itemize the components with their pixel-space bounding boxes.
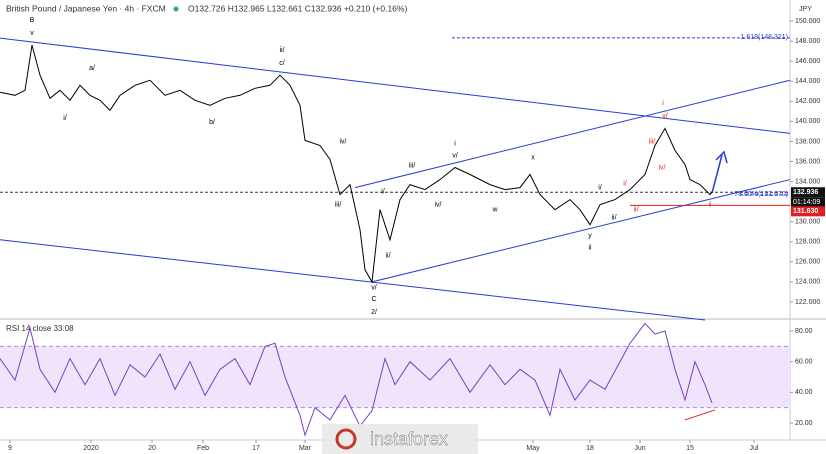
ohlc: O132.726 H132.965 L132.661 C132.936 +0.2… xyxy=(188,3,407,13)
y-tick-label: 122.000 xyxy=(795,299,820,306)
wave-label: b/ xyxy=(209,119,215,126)
y-tick-label: 146.000 xyxy=(795,58,820,65)
fib-label: 1.618(148.321) xyxy=(741,34,788,41)
y-tick-label: 130.000 xyxy=(795,219,820,226)
wave-label: iv/ xyxy=(435,201,442,208)
wave-label: c/ xyxy=(279,60,285,67)
wave-label: i/ xyxy=(598,184,602,191)
wave-label: 2/ xyxy=(371,309,377,316)
y-tick-label: 40.00 xyxy=(795,389,813,396)
trend-line xyxy=(684,409,716,421)
x-tick-label: 17 xyxy=(252,445,260,452)
trend-line xyxy=(354,79,791,189)
wave-label: i/ xyxy=(381,188,385,195)
currency: JPY xyxy=(799,6,812,13)
wave-label: B xyxy=(30,17,35,24)
watermark: instaforex xyxy=(322,424,478,454)
fib-label: 78.60%(132.670) xyxy=(734,191,788,198)
x-tick-label: 2020 xyxy=(83,445,99,452)
wave-label: i xyxy=(662,100,664,107)
wave-label: ii/ xyxy=(611,215,616,222)
wave-label: i/ xyxy=(63,115,67,122)
rsi-band xyxy=(0,346,790,408)
x-tick-label: 9 xyxy=(8,445,12,452)
wave-label: iii/ xyxy=(649,138,656,145)
y-tick-label: 124.000 xyxy=(795,279,820,286)
y-tick-label: 20.00 xyxy=(795,420,813,427)
y-tick-label: 140.000 xyxy=(795,118,820,125)
x-tick-label: Jun xyxy=(634,445,645,452)
rsi-title: RSI 14 close 33.08 xyxy=(6,324,74,333)
price-tag-label: 132.936 xyxy=(793,189,818,196)
wave-label: ii/ xyxy=(633,207,638,214)
watermark-text: instaforex xyxy=(370,429,448,449)
trend-line xyxy=(0,37,791,134)
x-tick-label: Feb xyxy=(197,445,209,452)
wave-label: ii/ xyxy=(279,47,284,54)
y-tick-label: 126.000 xyxy=(795,259,820,266)
x-tick-label: Mar xyxy=(299,445,312,452)
wave-label: w xyxy=(491,207,498,214)
x-tick-label: 15 xyxy=(686,445,694,452)
trend-line xyxy=(0,239,706,321)
y-tick-label: 144.000 xyxy=(795,78,820,85)
watermark-icon xyxy=(335,428,357,450)
y-tick-label: 128.000 xyxy=(795,239,820,246)
y-tick-label: 148.000 xyxy=(795,38,820,45)
y-tick-label: 150.000 xyxy=(795,18,820,25)
x-tick-label: May xyxy=(526,445,540,452)
status-dot xyxy=(173,6,179,12)
chart-title: British Pound / Japanese Yen · 4h · FXCM xyxy=(6,3,166,13)
wave-label: x xyxy=(531,154,535,161)
y-tick-label: 134.000 xyxy=(795,178,820,185)
wave-label: a/ xyxy=(89,65,95,72)
y-tick-label: 80.00 xyxy=(795,328,813,335)
x-tick-label: 18 xyxy=(586,445,594,452)
wave-label: iv/ xyxy=(659,164,666,171)
wave-label: iv/ xyxy=(340,138,347,145)
y-tick-label: 60.00 xyxy=(795,359,813,366)
price-tag xyxy=(791,187,825,198)
x-tick-label: 20 xyxy=(148,445,156,452)
wave-label: ii xyxy=(708,201,712,208)
y-tick-label: 136.000 xyxy=(795,158,820,165)
level-tag xyxy=(791,206,825,217)
wave-label: ii xyxy=(588,245,592,252)
wave-label: i xyxy=(454,140,456,147)
arrow xyxy=(711,150,728,194)
y-tick-label: 142.000 xyxy=(795,98,820,105)
wave-label: C xyxy=(371,296,376,303)
wave-label: v xyxy=(30,30,34,37)
timer-label: 01:14:09 xyxy=(793,199,820,206)
wave-label: i/ xyxy=(623,180,627,187)
wave-label: v/ xyxy=(452,152,458,159)
level-tag-label: 131.630 xyxy=(793,208,818,215)
trend-line xyxy=(371,179,791,283)
series-line xyxy=(0,44,713,284)
wave-label: v/ xyxy=(662,113,668,120)
y-tick-label: 138.000 xyxy=(795,138,820,145)
wave-label: y xyxy=(588,233,592,240)
x-tick-label: Jul xyxy=(750,445,759,452)
wave-label: ii/ xyxy=(385,253,390,260)
timer-box xyxy=(791,197,825,208)
wave-label: iii/ xyxy=(335,201,342,208)
wave-label: v/ xyxy=(371,285,377,292)
wave-label: iii/ xyxy=(409,162,416,169)
